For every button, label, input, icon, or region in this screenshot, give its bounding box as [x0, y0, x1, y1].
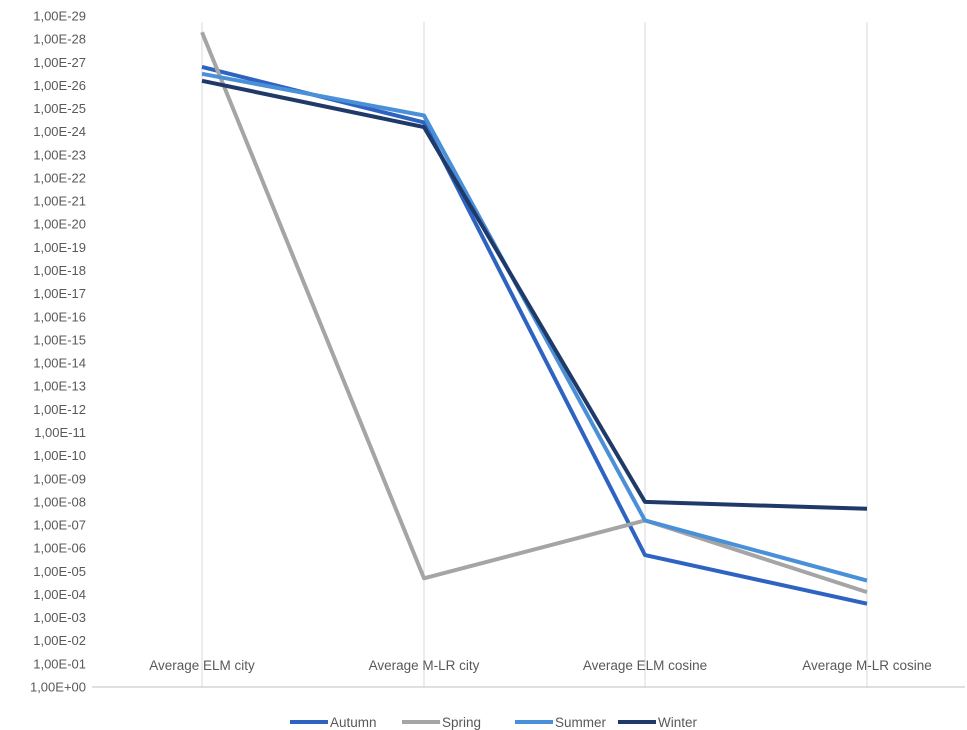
- y-tick-label: 1,00E-15: [33, 332, 86, 347]
- x-tick-label: Average ELM city: [149, 658, 255, 673]
- y-axis-tick-labels: 1,00E+00 1,00E-01 1,00E-02 1,00E-03 1,00E-04…: [30, 9, 86, 695]
- x-tick-label: Average ELM cosine: [583, 658, 707, 673]
- y-tick-label: 1,00E-18: [33, 263, 86, 278]
- series-line-winter: [201, 78, 868, 511]
- x-axis-category-labels: Average ELM city Average M-LR city Average…: [149, 658, 932, 673]
- legend: Autumn Spring Summer Winter: [290, 715, 698, 730]
- x-tick-label: Average M-LR city: [369, 658, 480, 673]
- y-tick-label: 1,00E-09: [33, 471, 86, 486]
- y-tick-label: 1,00E-23: [33, 147, 86, 162]
- series-line-autumn: [201, 64, 868, 606]
- y-tick-label: 1,00E-26: [33, 78, 86, 93]
- series-lines: [200, 31, 868, 606]
- x-tick-label: Average M-LR cosine: [802, 658, 932, 673]
- legend-label-winter: Winter: [658, 715, 698, 730]
- y-tick-label: 1,00E-21: [33, 194, 86, 209]
- y-tick-label: 1,00E-22: [33, 170, 86, 185]
- y-tick-label: 1,00E-25: [33, 101, 86, 116]
- y-tick-label: 1,00E-24: [33, 124, 86, 139]
- y-tick-label: 1,00E+00: [30, 680, 86, 695]
- y-tick-label: 1,00E-13: [33, 379, 86, 394]
- y-tick-label: 1,00E-02: [33, 633, 86, 648]
- y-tick-label: 1,00E-16: [33, 309, 86, 324]
- series-line-spring: [200, 31, 868, 595]
- y-tick-label: 1,00E-03: [33, 610, 86, 625]
- gridlines: [201, 22, 868, 687]
- y-tick-label: 1,00E-14: [33, 356, 86, 371]
- y-tick-label: 1,00E-10: [33, 448, 86, 463]
- y-tick-label: 1,00E-11: [34, 425, 86, 440]
- legend-label-autumn: Autumn: [330, 715, 377, 730]
- y-tick-label: 1,00E-27: [33, 55, 86, 70]
- y-tick-label: 1,00E-20: [33, 217, 86, 232]
- legend-label-summer: Summer: [555, 715, 607, 730]
- y-tick-label: 1,00E-06: [33, 541, 86, 556]
- y-tick-label: 1,00E-08: [33, 494, 86, 509]
- y-tick-label: 1,00E-12: [33, 402, 86, 417]
- y-tick-label: 1,00E-17: [33, 286, 86, 301]
- y-tick-label: 1,00E-29: [33, 9, 86, 24]
- y-tick-label: 1,00E-01: [33, 656, 86, 671]
- y-tick-label: 1,00E-07: [33, 518, 86, 533]
- y-tick-label: 1,00E-05: [33, 564, 86, 579]
- legend-label-spring: Spring: [442, 715, 481, 730]
- y-tick-label: 1,00E-28: [33, 32, 86, 47]
- y-tick-label: 1,00E-04: [33, 587, 86, 602]
- y-tick-label: 1,00E-19: [33, 240, 86, 255]
